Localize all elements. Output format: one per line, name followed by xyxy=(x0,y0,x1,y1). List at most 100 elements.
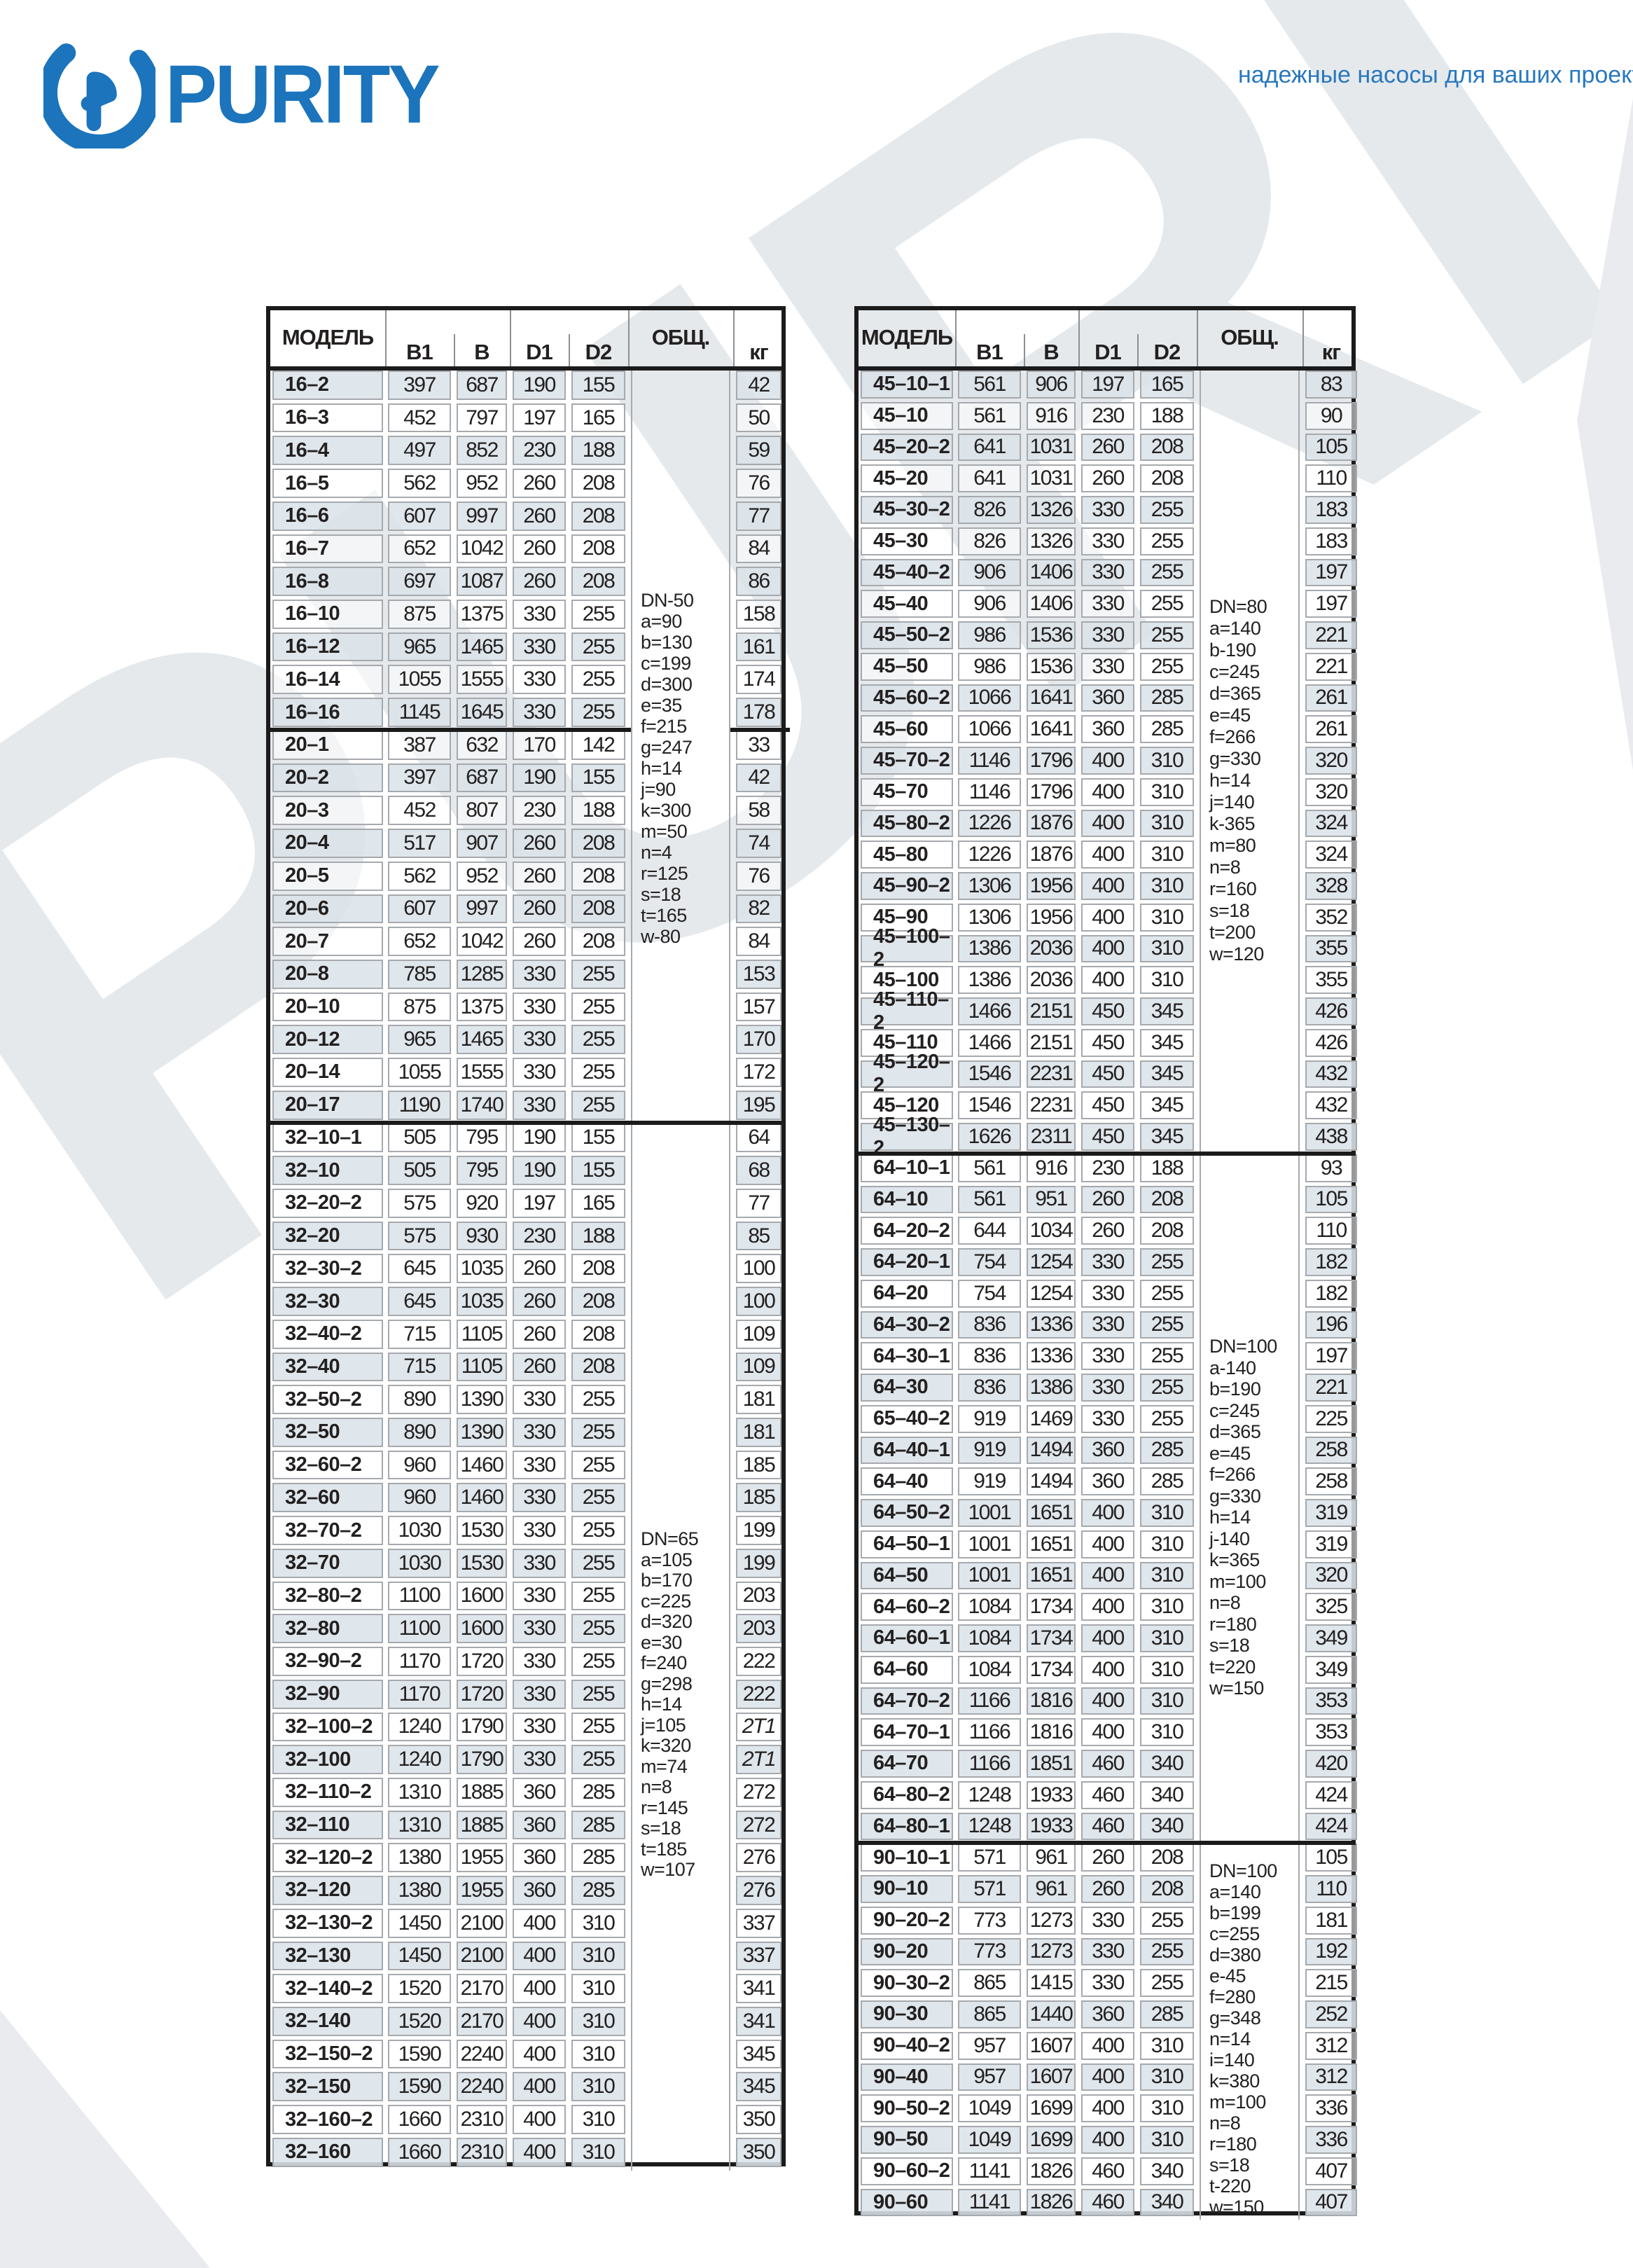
obsh-spec-line: d=380 xyxy=(1209,1944,1261,1965)
b1-cell: 785 xyxy=(388,959,451,989)
kg-cell: 185 xyxy=(736,1483,781,1513)
d1-cell: 400 xyxy=(1081,2126,1134,2154)
obsh-spec-line: j=105 xyxy=(641,1714,686,1736)
b1-cell: 652 xyxy=(388,534,451,564)
d2-cell: 255 xyxy=(571,1450,625,1480)
model-cell: 45–50 xyxy=(861,652,953,681)
purity-logo: PURITY xyxy=(38,36,456,154)
d2-cell: 310 xyxy=(571,1941,625,1971)
obsh-spec-line: b-190 xyxy=(1209,639,1256,661)
d2-cell: 165 xyxy=(571,403,625,433)
model-cell: 16–3 xyxy=(272,403,383,433)
b-cell: 1740 xyxy=(457,1090,507,1120)
model-cell: 90–40 xyxy=(861,2063,953,2091)
column-header-d1: D1 xyxy=(1095,340,1122,364)
b1-cell: 607 xyxy=(388,501,451,531)
kg-cell: 185 xyxy=(736,1450,781,1480)
d1-cell: 330 xyxy=(513,1581,566,1611)
table-row: 16–6 607 997 260 208 77 xyxy=(270,501,790,534)
d2-cell: 285 xyxy=(1140,1467,1194,1495)
d2-cell: 310 xyxy=(1140,1499,1194,1527)
model-cell: 20–4 xyxy=(272,829,383,858)
d2-cell: 310 xyxy=(571,2137,625,2167)
column-header-kg: кг xyxy=(1321,340,1341,364)
model-cell: 32–70 xyxy=(272,1548,383,1578)
kg-cell: 181 xyxy=(736,1385,781,1415)
d2-cell: 310 xyxy=(1140,1687,1194,1715)
b-cell: 2036 xyxy=(1027,934,1076,963)
model-cell: 32–100–2 xyxy=(272,1712,383,1742)
table-row: 45–20 641 1031 260 208 110 xyxy=(859,464,1360,496)
d2-cell: 208 xyxy=(1140,464,1194,492)
d2-cell: 208 xyxy=(571,1287,625,1316)
kg-cell: 320 xyxy=(1305,1561,1357,1590)
obsh-spec-line: m=100 xyxy=(1209,2091,1266,2113)
table-row: 45–120–2 1546 2231 450 345 432 xyxy=(859,1051,1360,1096)
d2-cell: 340 xyxy=(1140,1780,1194,1809)
kg-cell: 407 xyxy=(1305,2188,1357,2217)
obsh-spec-line: b=199 xyxy=(1209,1902,1261,1923)
model-cell: 64–60 xyxy=(861,1655,953,1684)
kg-cell: 76 xyxy=(736,861,781,891)
b-cell: 916 xyxy=(1027,401,1076,430)
b-cell: 1460 xyxy=(457,1450,507,1480)
d2-cell: 310 xyxy=(1140,809,1194,838)
model-cell: 20–17 xyxy=(272,1090,383,1120)
b-cell: 1035 xyxy=(457,1254,507,1284)
table-row: 16–7 652 1042 260 208 84 xyxy=(270,534,790,567)
model-cell: 90–20–2 xyxy=(861,1906,953,1935)
model-cell: 32–60–2 xyxy=(272,1450,383,1480)
table-row: 90–20 773 1273 330 255 192 xyxy=(859,1937,1360,1970)
d1-cell: 190 xyxy=(513,763,566,793)
d1-cell: 330 xyxy=(1081,652,1134,681)
d2-cell: 255 xyxy=(1140,558,1194,587)
d2-cell: 255 xyxy=(571,698,625,727)
obsh-spec-text: DN=100 a=140 b=199 c=255 d=380 e-45 f=280 g=348… xyxy=(1209,1860,1277,2218)
table-row: 32–80 1100 1600 330 255 203 xyxy=(270,1614,790,1647)
b-cell: 2170 xyxy=(457,2007,507,2036)
kg-cell: 345 xyxy=(736,2072,781,2102)
table-row: 20–1 387 632 170 142 33 xyxy=(270,730,790,763)
obsh-spec-text: DN=80 a=140 b-190 c=245 d=365 e=45 f=266 g=330 h… xyxy=(1209,596,1267,965)
kg-cell: 350 xyxy=(736,2137,781,2167)
table-row: 20–5 562 952 260 208 76 xyxy=(270,861,790,894)
d1-cell: 197 xyxy=(513,403,566,433)
table-row: 45–10–1 561 906 197 165 83 xyxy=(859,371,1360,402)
b1-cell: 919 xyxy=(958,1436,1021,1465)
b1-cell: 986 xyxy=(958,652,1021,681)
d1-cell: 260 xyxy=(513,501,566,531)
d1-cell: 230 xyxy=(1081,401,1134,430)
b1-cell: 1626 xyxy=(958,1123,1021,1151)
table-row: 32–130–2 1450 2100 400 310 337 xyxy=(270,1908,790,1942)
d2-cell: 255 xyxy=(1140,590,1194,618)
d1-cell: 260 xyxy=(1081,1844,1134,1872)
d2-cell: 208 xyxy=(571,1352,625,1382)
model-cell: 64–70–1 xyxy=(861,1718,953,1746)
model-cell: 32–120 xyxy=(272,1876,383,1905)
b1-cell: 1306 xyxy=(958,903,1021,932)
d1-cell: 330 xyxy=(513,600,566,629)
model-cell: 64–30–1 xyxy=(861,1342,953,1370)
kg-cell: 272 xyxy=(736,1777,781,1807)
table-row: 64–30–2 836 1336 330 255 196 xyxy=(859,1311,1360,1343)
kg-cell: 221 xyxy=(1305,1374,1357,1402)
kg-cell: 2T1 xyxy=(736,1745,781,1774)
table-row: 32–30–2 645 1035 260 208 100 xyxy=(270,1254,790,1287)
b-cell: 2170 xyxy=(457,1974,507,2003)
table-row: 64–50–2 1001 1651 400 310 319 xyxy=(859,1499,1360,1530)
d1-cell: 330 xyxy=(513,1614,566,1644)
b1-cell: 754 xyxy=(958,1279,1021,1308)
b-cell: 1031 xyxy=(1027,464,1076,492)
d2-cell: 345 xyxy=(1140,997,1194,1025)
d2-cell: 255 xyxy=(571,1745,625,1774)
d2-cell: 255 xyxy=(571,1516,625,1545)
kg-cell: 324 xyxy=(1305,841,1357,869)
kg-cell: 110 xyxy=(1305,1217,1357,1245)
d2-cell: 255 xyxy=(1140,527,1194,555)
table-row: 45–60 1066 1641 360 285 261 xyxy=(859,715,1360,747)
model-cell: 90–50–2 xyxy=(861,2094,953,2122)
b1-cell: 575 xyxy=(388,1221,451,1251)
header-divider xyxy=(1197,310,1198,371)
obsh-spec-line: t=165 xyxy=(641,905,687,926)
d2-cell: 208 xyxy=(571,534,625,564)
